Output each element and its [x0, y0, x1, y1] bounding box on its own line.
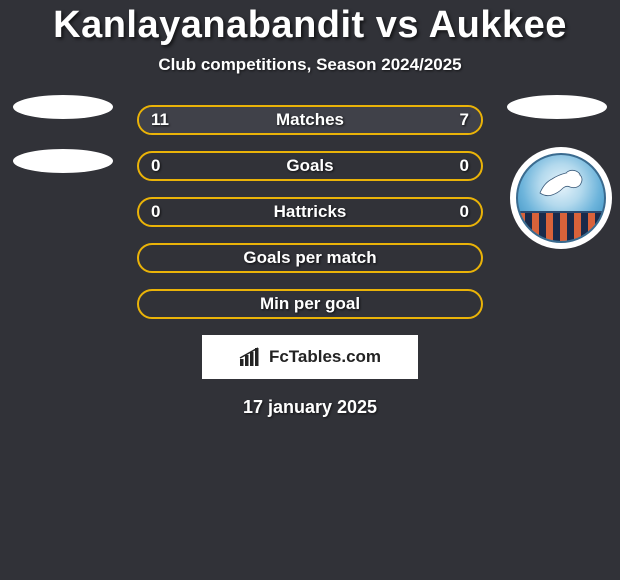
- stat-row: Min per goal: [0, 289, 620, 319]
- ellipse-icon: [507, 95, 607, 119]
- stat-value-right: 7: [460, 110, 469, 130]
- right-player-silhouette: [502, 95, 612, 119]
- stat-value-right: 0: [460, 156, 469, 176]
- infographic-container: Kanlayanabandit vs Aukkee Club competiti…: [0, 0, 620, 418]
- stat-value-left: 11: [151, 110, 169, 130]
- stat-bar-matches: 11 Matches 7: [137, 105, 483, 135]
- stat-value-right: 0: [460, 202, 469, 222]
- stat-label: Goals: [286, 156, 333, 176]
- date-label: 17 january 2025: [0, 397, 620, 418]
- club-logo-inner: [516, 153, 606, 243]
- ellipse-icon: [13, 95, 113, 119]
- stat-label: Min per goal: [260, 294, 360, 314]
- left-player-silhouette-1: [8, 95, 118, 119]
- stat-value-left: 0: [151, 202, 160, 222]
- stat-row: Goals per match: [0, 243, 620, 273]
- horse-icon: [536, 165, 590, 201]
- left-player-silhouette-2: [8, 149, 118, 173]
- logo-stripes: [518, 211, 604, 241]
- stat-bar-hattricks: 0 Hattricks 0: [137, 197, 483, 227]
- bars-chart-icon: [239, 347, 263, 367]
- watermark: FcTables.com: [202, 335, 418, 379]
- stat-label: Goals per match: [243, 248, 376, 268]
- watermark-text: FcTables.com: [269, 347, 381, 367]
- page-title: Kanlayanabandit vs Aukkee: [0, 0, 620, 55]
- stat-value-left: 0: [151, 156, 160, 176]
- club-logo-badge: [510, 147, 612, 249]
- ellipse-icon: [13, 149, 113, 173]
- stat-label: Matches: [276, 110, 344, 130]
- stat-bar-min-per-goal: Min per goal: [137, 289, 483, 319]
- stat-bar-goals-per-match: Goals per match: [137, 243, 483, 273]
- stat-label: Hattricks: [274, 202, 347, 222]
- stats-area: 11 Matches 7 0 Goals 0 0 Hattricks 0: [0, 105, 620, 319]
- stat-bar-goals: 0 Goals 0: [137, 151, 483, 181]
